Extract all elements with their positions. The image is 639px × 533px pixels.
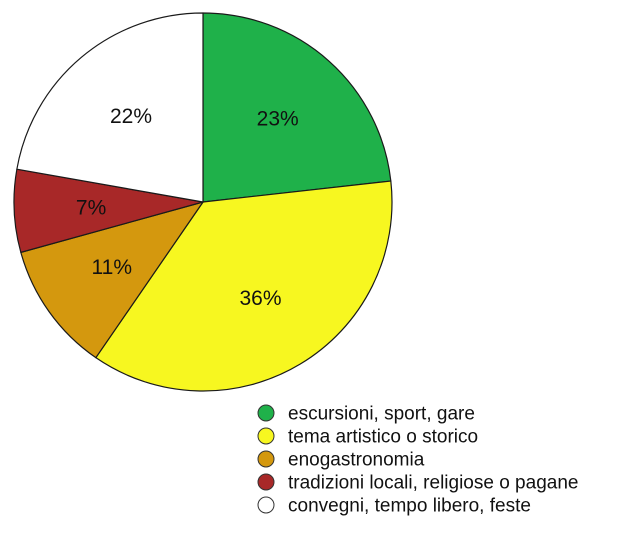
legend-marker-enogastronomia (257, 450, 275, 468)
legend-marker-tema-artistico-o-storico (257, 427, 275, 445)
pie-slice-tema-artistico-o-storico (95, 180, 393, 392)
pie-data-label: 36% (239, 287, 281, 310)
pie-slices (13, 12, 393, 392)
pie-slice-enogastronomia (20, 201, 204, 359)
pie-data-label: 23% (257, 108, 299, 131)
legend-label-tradizioni-locali-religiose-o-pagane: tradizioni locali, religiose o pagane (288, 473, 578, 494)
pie-data-label: 11% (92, 256, 132, 279)
pie-data-label: 22% (110, 105, 152, 128)
legend-marker-convegni-tempo-libero-feste (257, 496, 275, 514)
pie-data-label: 7% (76, 196, 106, 219)
legend-label-tema-artistico-o-storico: tema artistico o storico (288, 427, 478, 448)
pie-slice-convegni-tempo-libero-feste (16, 12, 204, 203)
legend-label-escursioni-sport-gare: escursioni, sport, gare (288, 404, 475, 425)
pie-data-labels: 23% 36% 11% 7% 22% (76, 105, 299, 310)
legend-marker-tradizioni-locali-religiose-o-pagane (257, 473, 275, 491)
pie-slice-escursioni-sport-gare (202, 12, 392, 203)
legend-label-convegni-tempo-libero-feste: convegni, tempo libero, feste (288, 496, 531, 517)
legend-label-enogastronomia: enogastronomia (288, 450, 425, 471)
legend-marker-escursioni-sport-gare (257, 404, 275, 422)
